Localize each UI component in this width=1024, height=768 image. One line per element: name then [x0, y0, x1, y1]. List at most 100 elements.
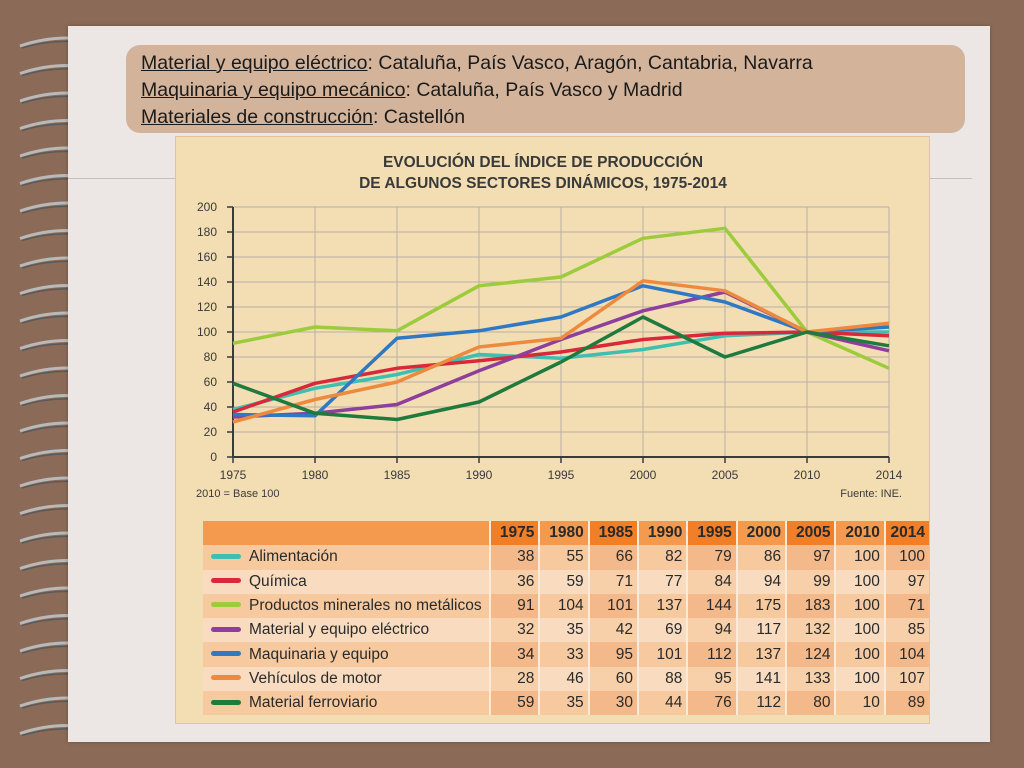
table-cell: 35	[538, 691, 589, 716]
chart-title: EVOLUCIÓN DEL ÍNDICE DE PRODUCCIÓN	[383, 153, 703, 171]
header-line: Material y equipo eléctrico: Cataluña, P…	[141, 50, 965, 77]
header-topic: Maquinaria y equipo mecánico	[141, 79, 406, 101]
table-cell: 33	[538, 642, 589, 667]
y-tick-label: 20	[204, 425, 218, 439]
y-tick-label: 0	[210, 450, 217, 464]
series-name: Vehículos de motor	[249, 669, 382, 687]
y-tick-label: 40	[204, 400, 218, 414]
header-detail: : Castellón	[372, 106, 466, 128]
table-row-label: Material ferroviario	[203, 691, 490, 716]
table-cell: 94	[735, 569, 787, 594]
table-cell: 141	[735, 666, 787, 692]
table-cell: 144	[686, 593, 737, 619]
table-cell: 71	[587, 569, 639, 594]
chart-axes: 0 20 40 60 80 100 120 140 160 180 200 1975 1980 1985 1…	[197, 200, 903, 482]
table-cell: 46	[538, 666, 589, 692]
table-cell: 100	[834, 666, 885, 692]
chart-subtitle: DE ALGUNOS SECTORES DINÁMICOS, 1975-2014	[359, 175, 727, 192]
ruled-line	[68, 178, 176, 179]
table-row: Alimentación 38 55 66 82 79 86 97 100 100	[203, 545, 929, 570]
y-tick-label: 200	[197, 200, 217, 214]
y-tick-label: 60	[204, 375, 218, 389]
series-name: Química	[249, 572, 307, 590]
table-row: Material ferroviario 59 35 30 44 76 112 80 10 89	[203, 691, 929, 716]
table-header-year: 1985	[587, 521, 639, 546]
x-tick-label: 2000	[630, 468, 657, 482]
table-header-year: 1980	[538, 521, 589, 546]
table-cell: 100	[834, 642, 885, 667]
table-cell: 59	[538, 569, 589, 594]
table-cell: 95	[686, 666, 737, 692]
ruled-line	[930, 178, 972, 179]
table-cell: 69	[637, 618, 688, 643]
table-cell: 91	[488, 593, 540, 619]
y-tick-label: 180	[197, 225, 217, 239]
table-cell: 76	[686, 691, 737, 716]
table-cell: 137	[735, 642, 787, 667]
header-detail: : Cataluña, País Vasco y Madrid	[405, 79, 683, 101]
table-row: Productos minerales no metálicos 91 104 101…	[203, 593, 929, 619]
series-name: Material ferroviario	[249, 694, 378, 712]
x-tick-label: 2010	[794, 468, 821, 482]
x-tick-label: 2014	[876, 468, 903, 482]
table-cell: 42	[587, 618, 639, 643]
table-cell: 112	[686, 642, 737, 667]
table-cell: 137	[637, 593, 688, 619]
table-row: Química 36 59 71 77 84 94 99 100 97	[203, 569, 929, 594]
series-line	[232, 279, 890, 424]
table-row-label: Alimentación	[203, 545, 490, 570]
table-cell: 97	[883, 569, 929, 594]
table-cell: 100	[883, 545, 929, 570]
table-cell: 101	[637, 642, 688, 667]
header-topic: Materiales de construcción	[141, 106, 373, 128]
table-cell: 117	[735, 618, 787, 643]
table-cell: 30	[587, 691, 639, 716]
table-cell: 132	[785, 618, 836, 643]
table-header-year: 1995	[686, 521, 737, 546]
series-name: Maquinaria y equipo	[249, 645, 389, 663]
table-cell: 104	[883, 642, 929, 667]
table-cell: 95	[587, 642, 639, 667]
table-cell: 104	[538, 593, 589, 619]
legend-swatch	[211, 651, 241, 657]
series-line	[232, 315, 890, 422]
table-row-label: Productos minerales no metálicos	[203, 593, 490, 619]
table-row: Maquinaria y equipo 34 33 95 101 112 137 124 100…	[203, 642, 929, 667]
table-cell: 44	[637, 691, 688, 716]
table-cell: 124	[785, 642, 836, 667]
table-cell: 89	[883, 691, 929, 716]
table-header-year: 2005	[785, 521, 836, 546]
table-cell: 60	[587, 666, 639, 692]
legend-swatch	[211, 699, 241, 705]
series-name: Material y equipo eléctrico	[249, 621, 430, 639]
chart-panel: EVOLUCIÓN DEL ÍNDICE DE PRODUCCIÓN DE AL…	[175, 136, 930, 724]
table-row-label: Química	[203, 569, 490, 594]
table-header-year: 2010	[834, 521, 885, 546]
header-line: Maquinaria y equipo mecánico: Cataluña, …	[141, 77, 965, 104]
table-cell: 101	[587, 593, 639, 619]
legend-swatch	[211, 675, 241, 681]
table-cell: 86	[735, 545, 787, 570]
table-cell: 71	[883, 593, 929, 619]
header-topic: Material y equipo eléctrico	[141, 52, 368, 74]
table-cell: 100	[834, 545, 885, 570]
table-cell: 59	[488, 691, 540, 716]
table-cell: 36	[488, 569, 540, 594]
table-cell: 97	[785, 545, 836, 570]
table-cell: 77	[637, 569, 688, 594]
table-cell: 175	[735, 593, 787, 619]
table-cell: 38	[488, 545, 540, 570]
table-cell: 10	[834, 691, 885, 716]
x-tick-label: 1995	[548, 468, 575, 482]
x-tick-label: 2005	[712, 468, 739, 482]
table-cell: 88	[637, 666, 688, 692]
table-cell: 80	[785, 691, 836, 716]
table-cell: 82	[637, 545, 688, 570]
table-header-blank	[203, 521, 490, 546]
table-header-year: 1975	[488, 521, 540, 546]
y-tick-label: 120	[197, 300, 217, 314]
chart-series	[232, 226, 890, 424]
table-cell: 183	[785, 593, 836, 619]
line-chart: EVOLUCIÓN DEL ÍNDICE DE PRODUCCIÓN DE AL…	[196, 153, 903, 500]
table-cell: 112	[735, 691, 787, 716]
